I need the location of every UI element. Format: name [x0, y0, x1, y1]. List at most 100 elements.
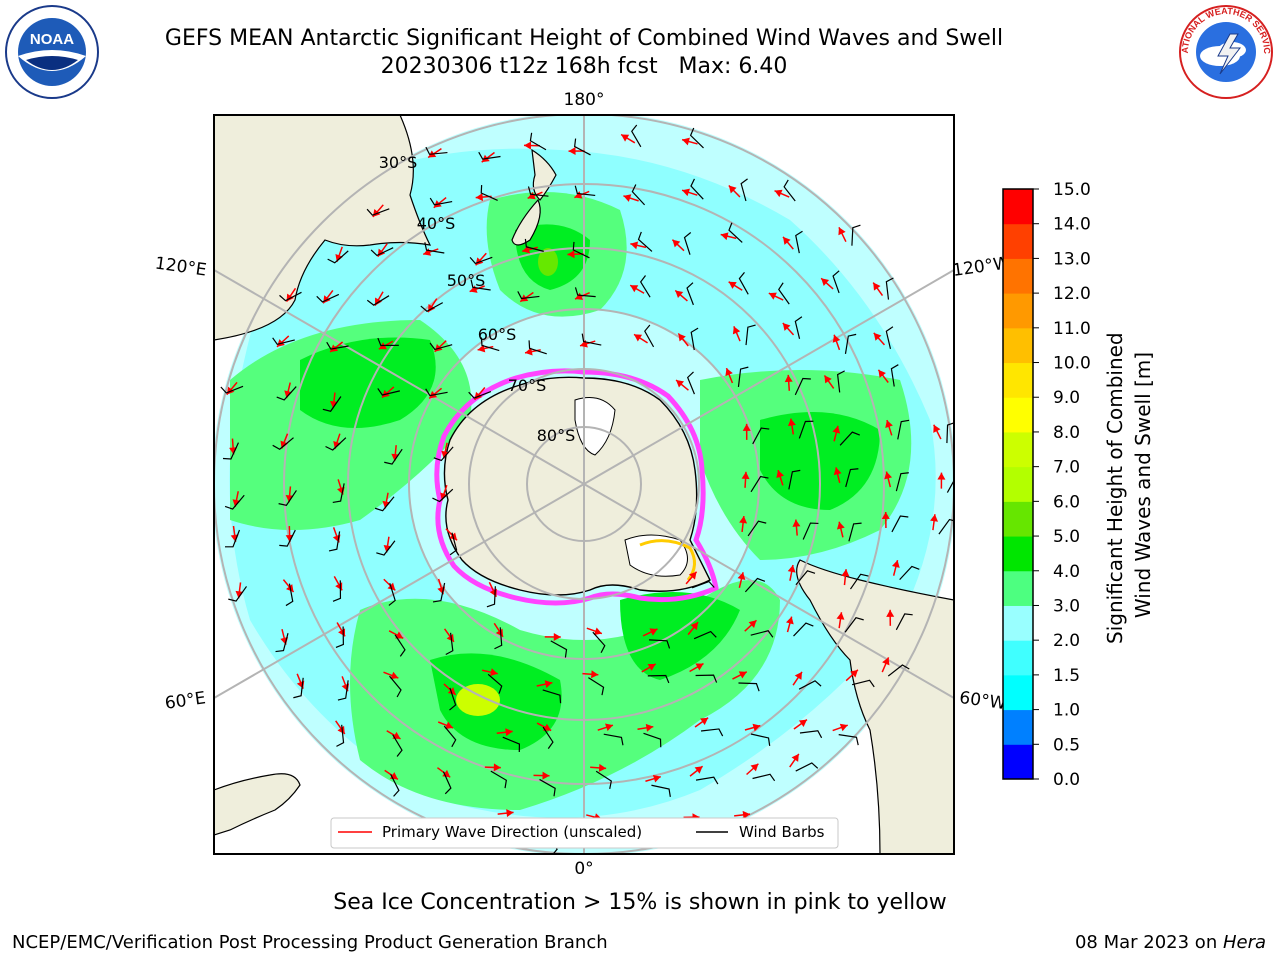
- colorbar-tick-label: 1.0: [1053, 701, 1080, 721]
- wind-barb: [336, 724, 345, 747]
- wind-barb: [946, 479, 954, 493]
- wave-arrow: [832, 334, 841, 351]
- wind-barb: [370, 247, 394, 257]
- wind-barb: [890, 364, 899, 387]
- wave-arrow: [689, 765, 704, 777]
- wind-barb: [793, 622, 814, 637]
- wave-arrow: [623, 194, 639, 202]
- wave-arrow: [681, 137, 698, 146]
- map-frame: [213, 114, 955, 855]
- meridian-60e: [214, 483, 585, 699]
- wind-barbs: [220, 124, 954, 854]
- wave-arrow: [793, 719, 808, 730]
- wind-barb: [425, 388, 448, 397]
- wind-barb: [494, 627, 503, 650]
- wind-barb: [686, 282, 694, 306]
- wave-arrow: [792, 671, 803, 686]
- wind-barb: [895, 613, 913, 631]
- wind-barb: [897, 419, 910, 440]
- wave-arrow: [746, 763, 759, 776]
- wave-arrow: [833, 467, 842, 484]
- lon-label-120e: 120°E: [154, 254, 208, 281]
- colorbar-segment: [1003, 327, 1033, 364]
- wave-arrow: [881, 657, 890, 673]
- wave-arrow: [841, 569, 850, 586]
- wave-arrow: [685, 571, 698, 585]
- wind-barb: [848, 522, 862, 542]
- wave-arrow: [681, 188, 698, 197]
- noaa-logo: NOAA: [5, 5, 99, 99]
- wind-barb: [420, 302, 444, 312]
- wave-arrow: [629, 284, 645, 294]
- wave-arrow: [630, 241, 647, 250]
- wave-arrow: [689, 662, 704, 673]
- wind-barb: [639, 275, 651, 298]
- wind-barb: [695, 674, 718, 683]
- wave-arrow: [774, 189, 790, 198]
- colorbar-tick-label: 12.0: [1053, 284, 1091, 304]
- colorbar-tick-label: 8.0: [1053, 423, 1080, 443]
- footer-date: 08 Mar 2023 on Hera: [1075, 932, 1266, 953]
- colorbar-segment: [1003, 744, 1033, 780]
- wave-arrow: [933, 424, 942, 440]
- lat-label-40s: 40°S: [417, 214, 456, 233]
- wave-arrow: [443, 628, 455, 643]
- lat-label-70s: 70°S: [508, 376, 547, 395]
- chart-title: GEFS MEAN Antarctic Significant Height o…: [164, 26, 1004, 51]
- wind-barb: [946, 422, 954, 444]
- wind-barb: [322, 396, 342, 412]
- wind-barb: [644, 324, 655, 348]
- wave-arrow: [469, 285, 485, 293]
- wind-barb: [394, 634, 406, 657]
- wind-barb: [480, 337, 500, 352]
- wind-barb: [885, 277, 894, 300]
- legend-wind-barbs-label: Wind Barbs: [739, 823, 825, 841]
- meridian-120e: [214, 269, 585, 485]
- wind-barb: [278, 490, 297, 507]
- lat-label-30s: 30°S: [379, 153, 418, 172]
- wind-barb: [595, 770, 612, 789]
- wave-arrow: [422, 248, 439, 256]
- wind-barb: [647, 674, 670, 684]
- wave-arrow: [536, 722, 552, 732]
- wind-barb: [637, 231, 653, 252]
- wind-barb: [486, 586, 496, 608]
- wave-arrow: [886, 609, 895, 626]
- wind-barb: [222, 442, 240, 460]
- wave-arrow: [732, 671, 748, 680]
- wind-barb: [752, 427, 770, 445]
- colorbar-segment: [1003, 605, 1033, 641]
- colorbar-segment: [1003, 362, 1033, 398]
- wave-arrow: [642, 628, 658, 637]
- colorbar-segment: [1003, 223, 1033, 259]
- sea-ice-note: Sea Ice Concentration > 15% is shown in …: [333, 890, 947, 915]
- wind-barb: [392, 734, 403, 757]
- colorbar-tick-label: 15.0: [1053, 180, 1091, 200]
- wind-barb: [631, 124, 642, 148]
- wind-barb: [332, 580, 342, 602]
- wave-arrow: [782, 236, 794, 250]
- wave-arrow: [725, 367, 734, 384]
- wave-arrow: [477, 344, 494, 353]
- wave-arrow: [674, 289, 688, 302]
- wind-barb: [738, 682, 760, 692]
- wave-arrow: [782, 322, 795, 336]
- wind-barb: [285, 583, 294, 607]
- wave-arrow: [836, 612, 845, 629]
- wind-barb: [332, 483, 345, 504]
- wind-barb: [432, 582, 446, 603]
- wind-barb: [899, 565, 920, 581]
- colorbar-segment: [1003, 640, 1033, 676]
- wind-barb: [325, 437, 347, 451]
- wind-barb: [690, 178, 704, 200]
- land-south-america: [796, 559, 954, 854]
- wind-barb: [700, 728, 724, 737]
- meridian-120w: [583, 269, 954, 485]
- colorbar-segment: [1003, 570, 1033, 606]
- wind-barb: [885, 326, 894, 349]
- wind-barb: [374, 496, 395, 512]
- wave-region-4-5m-weddell: [620, 592, 740, 680]
- wind-barb: [851, 679, 875, 688]
- wind-barb: [689, 127, 704, 149]
- wave-arrow: [845, 669, 859, 682]
